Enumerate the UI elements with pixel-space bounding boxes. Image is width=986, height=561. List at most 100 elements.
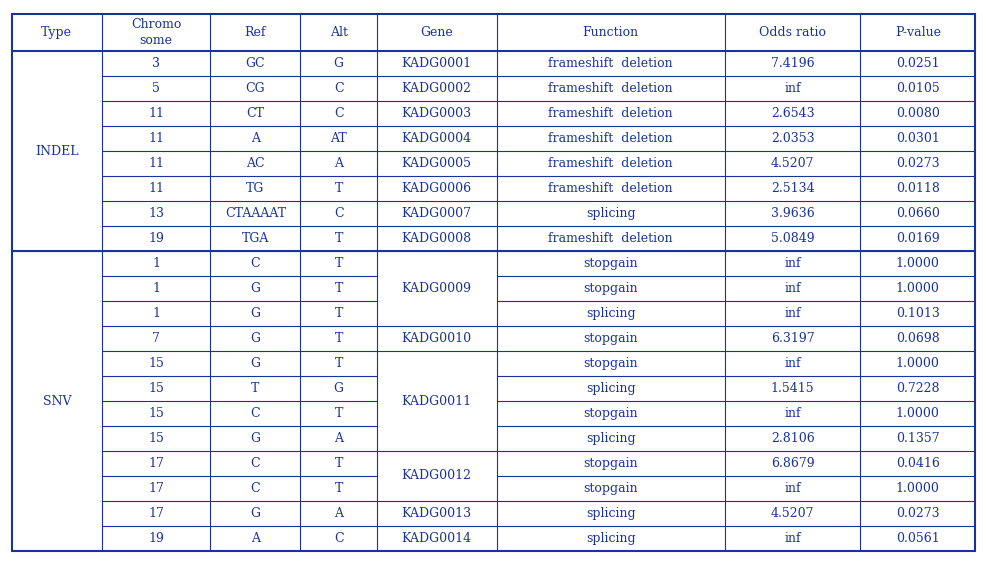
Text: T: T (334, 307, 342, 320)
Text: T: T (334, 182, 342, 195)
Text: frameshift  deletion: frameshift deletion (548, 182, 672, 195)
Text: 0.0169: 0.0169 (895, 232, 939, 245)
Text: 17: 17 (148, 507, 164, 520)
Text: frameshift  deletion: frameshift deletion (548, 232, 672, 245)
Text: stopgain: stopgain (583, 257, 637, 270)
Text: KADG0005: KADG0005 (401, 157, 471, 171)
Text: KADG0004: KADG0004 (401, 132, 471, 145)
Text: inf: inf (784, 532, 800, 545)
Text: stopgain: stopgain (583, 282, 637, 295)
Text: 3.9636: 3.9636 (770, 208, 813, 220)
Text: 1.0000: 1.0000 (895, 407, 939, 420)
Text: KADG0010: KADG0010 (401, 332, 471, 345)
Text: Chromo
some: Chromo some (131, 19, 181, 47)
Text: Function: Function (582, 26, 638, 39)
Text: C: C (333, 532, 343, 545)
Text: 7: 7 (152, 332, 160, 345)
Text: KADG0014: KADG0014 (401, 532, 471, 545)
Text: KADG0011: KADG0011 (401, 394, 471, 408)
Text: A: A (334, 507, 343, 520)
Text: 2.6543: 2.6543 (770, 107, 813, 121)
Text: 5: 5 (152, 82, 160, 95)
Text: 1: 1 (152, 307, 160, 320)
Text: T: T (251, 382, 259, 395)
Text: 2.5134: 2.5134 (770, 182, 813, 195)
Text: Gene: Gene (420, 26, 453, 39)
Text: Odds ratio: Odds ratio (758, 26, 825, 39)
Text: 17: 17 (148, 457, 164, 470)
Text: Alt: Alt (329, 26, 347, 39)
Text: KADG0012: KADG0012 (401, 470, 471, 482)
Text: T: T (334, 232, 342, 245)
Text: 15: 15 (148, 407, 164, 420)
Text: TGA: TGA (242, 232, 269, 245)
Text: A: A (250, 532, 259, 545)
Text: inf: inf (784, 357, 800, 370)
Text: G: G (250, 357, 260, 370)
Text: C: C (250, 457, 260, 470)
Text: KADG0009: KADG0009 (401, 282, 471, 295)
Text: Ref: Ref (245, 26, 266, 39)
Text: frameshift  deletion: frameshift deletion (548, 82, 672, 95)
Text: C: C (250, 482, 260, 495)
Text: 1.0000: 1.0000 (895, 357, 939, 370)
Text: 6.8679: 6.8679 (770, 457, 813, 470)
Text: G: G (333, 382, 343, 395)
Text: G: G (250, 307, 260, 320)
Text: stopgain: stopgain (583, 332, 637, 345)
Text: KADG0003: KADG0003 (401, 107, 471, 121)
Text: 17: 17 (148, 482, 164, 495)
Text: 6.3197: 6.3197 (770, 332, 813, 345)
Text: 11: 11 (148, 157, 164, 171)
Text: 11: 11 (148, 107, 164, 121)
Text: splicing: splicing (586, 307, 635, 320)
Text: T: T (334, 482, 342, 495)
Text: inf: inf (784, 407, 800, 420)
Text: G: G (250, 432, 260, 445)
Text: 1.5415: 1.5415 (770, 382, 813, 395)
Text: 1: 1 (152, 282, 160, 295)
Text: stopgain: stopgain (583, 357, 637, 370)
Text: 4.5207: 4.5207 (770, 507, 813, 520)
Text: G: G (333, 57, 343, 71)
Text: inf: inf (784, 282, 800, 295)
Text: splicing: splicing (586, 432, 635, 445)
Text: CG: CG (246, 82, 265, 95)
Text: A: A (334, 432, 343, 445)
Text: 0.0105: 0.0105 (895, 82, 939, 95)
Text: 11: 11 (148, 132, 164, 145)
Text: G: G (250, 332, 260, 345)
Text: T: T (334, 457, 342, 470)
Text: KADG0002: KADG0002 (401, 82, 471, 95)
Text: splicing: splicing (586, 532, 635, 545)
Text: C: C (250, 257, 260, 270)
Text: inf: inf (784, 82, 800, 95)
Text: 0.0301: 0.0301 (895, 132, 939, 145)
Text: 11: 11 (148, 182, 164, 195)
Text: T: T (334, 257, 342, 270)
Text: GC: GC (246, 57, 265, 71)
Text: C: C (333, 82, 343, 95)
Text: inf: inf (784, 482, 800, 495)
Text: T: T (334, 282, 342, 295)
Text: 13: 13 (148, 208, 164, 220)
Text: 2.8106: 2.8106 (770, 432, 813, 445)
Text: 0.0118: 0.0118 (895, 182, 939, 195)
Text: KADG0008: KADG0008 (401, 232, 471, 245)
Text: 0.0698: 0.0698 (895, 332, 939, 345)
Text: splicing: splicing (586, 507, 635, 520)
Text: 1.0000: 1.0000 (895, 282, 939, 295)
Text: AT: AT (330, 132, 347, 145)
Text: 0.1357: 0.1357 (895, 432, 939, 445)
Text: P-value: P-value (894, 26, 940, 39)
Text: frameshift  deletion: frameshift deletion (548, 57, 672, 71)
Text: CT: CT (246, 107, 264, 121)
Text: 19: 19 (148, 232, 164, 245)
Text: C: C (250, 407, 260, 420)
Text: T: T (334, 332, 342, 345)
Text: A: A (250, 132, 259, 145)
Text: C: C (333, 107, 343, 121)
Text: A: A (334, 157, 343, 171)
Text: G: G (250, 507, 260, 520)
Text: 15: 15 (148, 432, 164, 445)
